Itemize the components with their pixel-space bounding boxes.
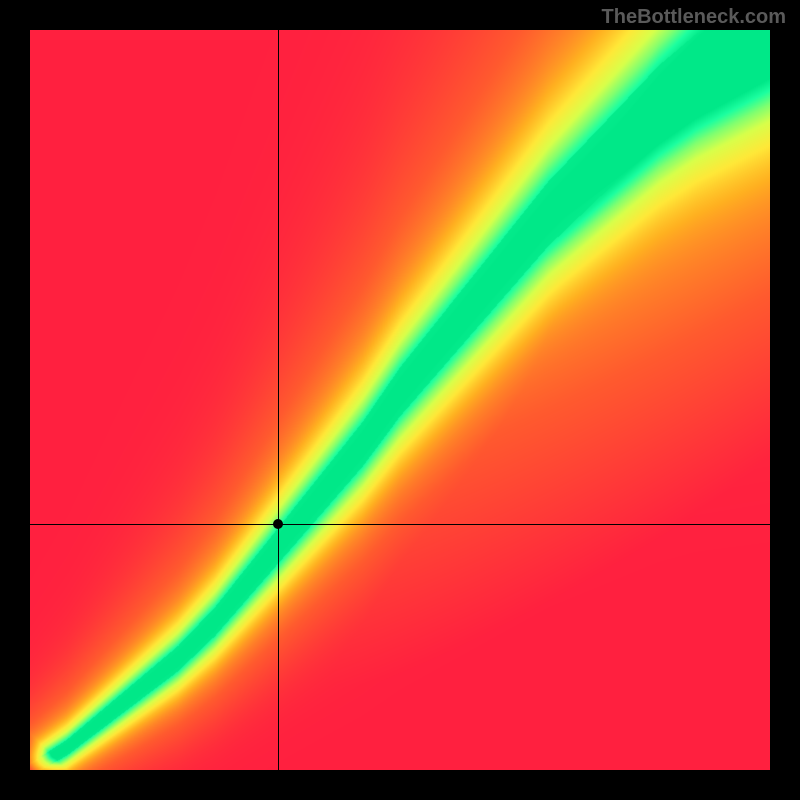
chart-container: TheBottleneck.com bbox=[0, 0, 800, 800]
marker-dot bbox=[273, 519, 283, 529]
heatmap-canvas bbox=[30, 30, 770, 770]
chart-frame bbox=[30, 30, 770, 770]
crosshair-horizontal bbox=[30, 524, 770, 525]
watermark-text: TheBottleneck.com bbox=[602, 6, 786, 29]
crosshair-vertical bbox=[278, 30, 279, 770]
